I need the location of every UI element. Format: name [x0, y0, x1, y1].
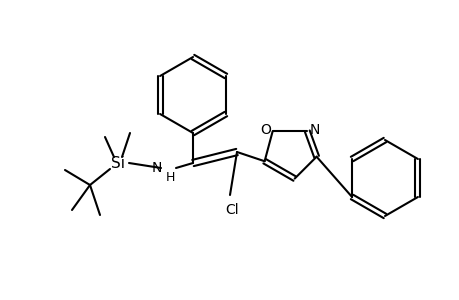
Text: H: H [165, 171, 174, 184]
Text: Cl: Cl [225, 203, 238, 217]
Text: N: N [151, 161, 162, 175]
Text: N: N [309, 123, 319, 137]
Text: Si: Si [111, 155, 125, 170]
Text: O: O [259, 123, 270, 137]
